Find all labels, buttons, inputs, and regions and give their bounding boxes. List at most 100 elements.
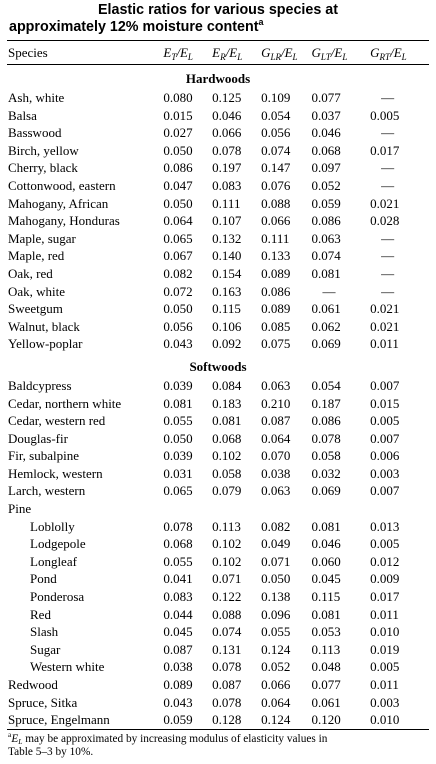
table-row: Loblolly 0.078 0.113 0.082 0.081 0.013 — [7, 518, 429, 536]
species-cell: Maple, red — [8, 248, 65, 264]
value-cell: 0.055 — [163, 413, 193, 429]
species-cell: Cherry, black — [8, 160, 78, 176]
value-cell: 0.078 — [212, 659, 242, 675]
species-cell: Oak, white — [8, 283, 66, 299]
value-cell: 0.021 — [370, 318, 400, 334]
value-cell: 0.065 — [163, 230, 193, 246]
table-row: Cherry, black 0.086 0.197 0.147 0.097 — — [7, 159, 429, 177]
value-cell: 0.133 — [261, 248, 291, 264]
species-cell: Loblolly — [30, 518, 75, 534]
value-cell: 0.102 — [212, 553, 242, 569]
value-cell: 0.089 — [261, 265, 291, 281]
value-cell: 0.052 — [261, 659, 291, 675]
value-cell: 0.068 — [311, 142, 341, 158]
table-row: Fir, subalpine 0.039 0.102 0.070 0.058 0.006 — [7, 447, 429, 465]
table-row: Pine — [7, 500, 429, 518]
value-cell: 0.089 — [261, 301, 291, 317]
section-heading: Softwoods — [189, 358, 247, 374]
footnote-line-2: Table 5–3 by 10%. — [8, 745, 94, 758]
table-row: Cedar, northern white 0.081 0.183 0.210 0.18… — [7, 395, 429, 413]
value-cell: 0.038 — [163, 659, 193, 675]
value-cell: 0.006 — [370, 448, 400, 464]
value-cell: 0.082 — [261, 518, 291, 534]
value-cell — [312, 500, 371, 518]
table-row: Longleaf 0.055 0.102 0.071 0.060 0.012 — [7, 553, 429, 571]
value-cell: 0.154 — [212, 265, 242, 281]
value-cell: 0.050 — [163, 195, 193, 211]
value-cell: 0.064 — [163, 213, 193, 229]
value-cell: — — [381, 230, 395, 246]
species-cell: Mahogany, Honduras — [8, 213, 120, 229]
value-cell: 0.045 — [311, 571, 341, 587]
value-cell — [212, 500, 261, 518]
value-cell: 0.032 — [311, 465, 341, 481]
value-cell: 0.005 — [370, 413, 400, 429]
species-cell: Balsa — [8, 107, 37, 123]
table-body: Hardwoods Ash, white 0.080 0.125 0.109 0.077 —… — [7, 65, 429, 730]
value-cell: 0.005 — [370, 536, 400, 552]
footnote-line-1: may be approximated by increasing modulu… — [22, 732, 328, 745]
value-cell: 0.050 — [163, 430, 193, 446]
value-cell: 0.092 — [212, 336, 242, 352]
value-cell: 0.074 — [212, 624, 242, 640]
species-cell: Douglas-fir — [8, 430, 68, 446]
section-header-row: Softwoods — [7, 353, 429, 377]
value-cell — [370, 500, 429, 518]
value-cell: 0.012 — [370, 553, 400, 569]
table-row: Walnut, black 0.056 0.106 0.085 0.062 0.021 — [7, 318, 429, 336]
value-cell: 0.085 — [261, 318, 291, 334]
species-cell: Redwood — [8, 677, 58, 692]
value-cell: 0.122 — [212, 589, 242, 605]
species-cell: Sugar — [30, 641, 61, 657]
value-cell: 0.046 — [212, 107, 242, 123]
value-cell: 0.077 — [311, 90, 341, 105]
value-cell: 0.068 — [212, 430, 242, 446]
value-cell: 0.072 — [163, 283, 193, 299]
section-heading: Hardwoods — [185, 70, 251, 86]
value-cell: 0.097 — [311, 160, 341, 176]
table-row: Spruce, Sitka 0.043 0.078 0.064 0.061 0.003 — [7, 694, 429, 712]
table-row: Baldcypress 0.039 0.084 0.063 0.054 0.007 — [7, 377, 429, 395]
table-row: Mahogany, Honduras 0.064 0.107 0.066 0.086 0.… — [7, 212, 429, 230]
value-cell: 0.015 — [163, 107, 193, 123]
value-cell: — — [381, 248, 395, 264]
value-cell: 0.058 — [311, 448, 341, 464]
value-cell: 0.021 — [370, 195, 400, 211]
value-cell: 0.086 — [311, 413, 341, 429]
value-cell: 0.084 — [212, 377, 242, 393]
value-cell: 0.017 — [370, 589, 400, 605]
value-cell: 0.058 — [212, 465, 242, 481]
table-row: Western white 0.038 0.078 0.052 0.048 0.005 — [7, 658, 429, 676]
table-row: Red 0.044 0.088 0.096 0.081 0.011 — [7, 606, 429, 624]
value-cell: 0.045 — [163, 624, 193, 640]
value-cell: 0.021 — [370, 301, 400, 317]
species-cell: Ponderosa — [30, 589, 85, 605]
value-cell: 0.113 — [311, 641, 341, 657]
value-cell: — — [381, 125, 395, 141]
value-cell: 0.078 — [163, 518, 193, 534]
value-cell: 0.005 — [370, 659, 400, 675]
value-cell: 0.011 — [370, 677, 399, 692]
value-cell: 0.132 — [212, 230, 242, 246]
value-cell: 0.005 — [370, 107, 400, 123]
value-cell: 0.128 — [212, 711, 262, 730]
value-cell: 0.120 — [311, 711, 371, 730]
value-cell: 0.048 — [311, 659, 341, 675]
value-cell: 0.138 — [261, 589, 291, 605]
value-cell: 0.056 — [261, 125, 291, 141]
value-cell: 0.062 — [311, 318, 341, 334]
value-cell: — — [381, 90, 395, 105]
value-cell: 0.197 — [212, 160, 242, 176]
table-row: Maple, sugar 0.065 0.132 0.111 0.063 — — [7, 230, 429, 248]
species-cell: Walnut, black — [8, 318, 80, 334]
table-row: Maple, red 0.067 0.140 0.133 0.074 — — [7, 247, 429, 265]
title-line-1: Elastic ratios for various species at — [98, 2, 338, 18]
value-cell: 0.086 — [261, 283, 291, 299]
value-cell: 0.061 — [311, 301, 341, 317]
value-cell: 0.041 — [163, 571, 193, 587]
table-row: Cottonwood, eastern 0.047 0.083 0.076 0.052 — — [7, 177, 429, 195]
value-cell: 0.089 — [163, 677, 193, 692]
value-cell: 0.096 — [261, 606, 291, 622]
value-cell: 0.074 — [311, 248, 341, 264]
